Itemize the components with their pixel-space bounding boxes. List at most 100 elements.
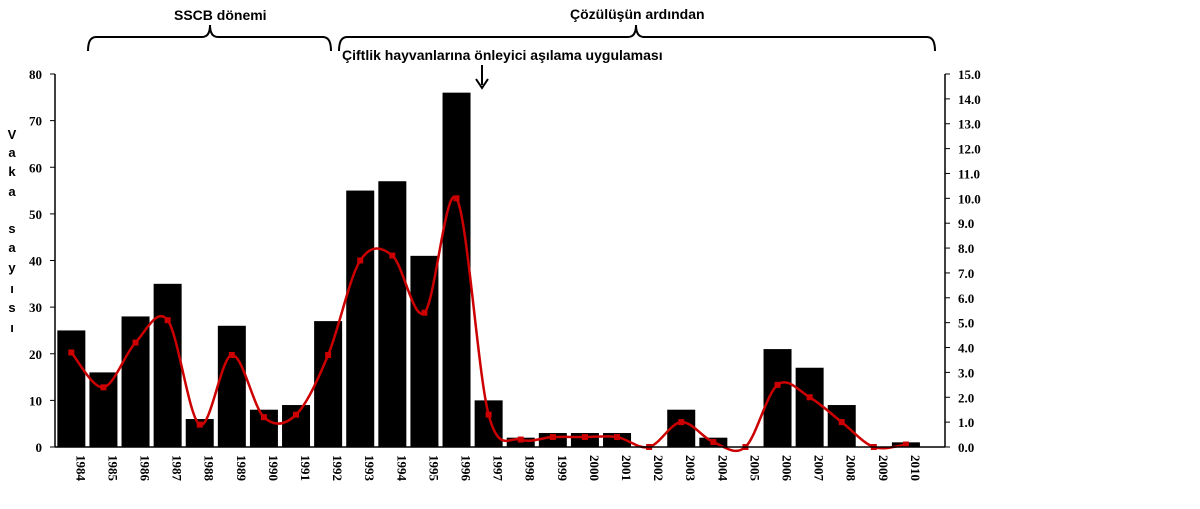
y-axis-label-letter: ı [10, 281, 14, 296]
right-tick-label: 12.0 [958, 142, 981, 157]
x-tick-label: 1996 [459, 455, 474, 482]
rate-marker [100, 384, 107, 391]
left-tick-label: 0 [36, 440, 43, 455]
bar [217, 325, 246, 447]
y-axis-label-letter: a [8, 145, 16, 160]
x-tick-label: 1999 [555, 455, 570, 482]
x-tick-label: 1994 [394, 455, 409, 482]
x-tick-label: 1991 [298, 455, 313, 481]
rate-marker [517, 436, 524, 443]
x-tick-label: 1990 [266, 455, 281, 481]
rate-marker [453, 195, 460, 202]
bar [314, 321, 343, 447]
left-tick-label: 70 [29, 114, 42, 129]
y-axis-label-letter: ı [10, 320, 14, 335]
x-tick-label: 1998 [523, 455, 538, 482]
x-tick-label: 2000 [587, 455, 602, 481]
left-tick-label: 10 [29, 393, 42, 408]
y-axis-label-letter: s [8, 300, 16, 315]
right-tick-label: 15.0 [958, 67, 981, 82]
x-tick-label: 1993 [362, 455, 377, 482]
rate-marker [389, 252, 396, 259]
rate-marker [485, 411, 492, 418]
period-brackets [87, 24, 936, 90]
rate-marker [581, 434, 588, 441]
bar [378, 181, 407, 448]
right-tick-label: 11.0 [958, 166, 980, 181]
rate-marker [196, 421, 203, 428]
x-tick-label: 1995 [426, 455, 441, 482]
bar [795, 367, 824, 447]
rate-line-path [70, 195, 907, 453]
x-tick-label: 2009 [876, 455, 891, 482]
rate-marker [68, 349, 75, 356]
x-tick-label: 2010 [908, 455, 923, 481]
bracket-ussr [87, 24, 332, 52]
right-tick-label: 9.0 [958, 216, 974, 231]
x-tick-label: 1992 [330, 455, 345, 481]
right-tick-label: 10.0 [958, 191, 981, 206]
rate-marker [678, 419, 685, 426]
x-tick-label: 2006 [780, 455, 795, 482]
left-tick-label: 50 [29, 207, 42, 222]
annotation-label: Çiftlik hayvanlarına önleyici aşılama uy… [342, 47, 663, 63]
y-axis-label-letter: s [8, 221, 16, 236]
bar [153, 283, 182, 447]
right-tick-label: 3.0 [958, 365, 974, 380]
rate-marker [228, 351, 235, 358]
rate-marker [293, 411, 300, 418]
rate-marker [614, 434, 621, 441]
x-tick-label: 1985 [105, 455, 120, 482]
right-tick-label: 0.0 [958, 440, 974, 455]
rate-marker [357, 257, 364, 264]
y-axis-label-letter: a [8, 184, 16, 199]
rate-marker [549, 434, 556, 441]
x-tick-label: 1988 [202, 455, 217, 482]
right-tick-label: 14.0 [958, 92, 981, 107]
bars [57, 92, 920, 448]
right-tick-label: 7.0 [958, 266, 974, 281]
y-axis-label-letter: k [8, 164, 16, 179]
bracket-post [338, 24, 936, 52]
rate-marker [164, 317, 171, 324]
left-tick-label: 60 [29, 160, 42, 175]
y-axis-label-letter: y [8, 260, 16, 275]
x-tick-label: 2002 [651, 455, 666, 481]
bar [442, 92, 471, 448]
rate-marker [838, 419, 845, 426]
rate-marker [902, 441, 909, 448]
left-tick-label: 20 [29, 347, 42, 362]
bar [474, 400, 503, 447]
x-tick-label: 2003 [683, 455, 698, 482]
annotation-arrow-head [475, 78, 489, 90]
x-tick-label: 1997 [491, 455, 506, 481]
left-y-axis: 0 10 20 30 40 50 60 70 80 [29, 67, 56, 455]
x-tick-label: 2004 [715, 455, 730, 482]
bar [827, 405, 856, 447]
rate-marker [421, 309, 428, 316]
right-tick-label: 2.0 [958, 390, 974, 405]
right-tick-label: 6.0 [958, 291, 974, 306]
right-tick-label: 5.0 [958, 316, 974, 331]
left-tick-label: 40 [29, 254, 42, 269]
x-tick-label: 1989 [234, 455, 249, 482]
right-tick-label: 1.0 [958, 415, 974, 430]
x-tick-label: 2007 [812, 455, 827, 482]
rate-marker [806, 394, 813, 401]
x-tick-label: 1984 [73, 455, 88, 482]
rate-marker [710, 439, 717, 446]
rate-marker [325, 351, 332, 358]
right-y-axis: 0.0 1.0 2.0 3.0 4.0 5.0 6.0 7.0 8.0 9.0 10.0 11.0 12… [944, 67, 981, 455]
x-tick-label: 1986 [138, 455, 153, 482]
y-axis-label-letter: a [8, 240, 16, 255]
x-tick-label: 1987 [170, 455, 185, 482]
x-tick-label: 2001 [619, 455, 634, 481]
x-tick-label: 2005 [747, 455, 762, 482]
x-tick-label: 2008 [844, 455, 859, 482]
rate-marker [260, 414, 267, 421]
period-label-post: Çözülüşün ardından [570, 6, 705, 22]
period-label-ussr: SSCB dönemi [174, 7, 267, 23]
rate-marker [774, 381, 781, 388]
x-axis: 1984 1985 1986 1987 1988 1989 1990 1991 1992 1993… [55, 446, 945, 482]
